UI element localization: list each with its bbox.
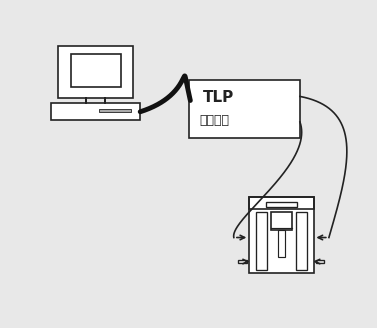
Bar	[51, 103, 140, 120]
Bar	[70, 54, 121, 87]
Bar	[249, 197, 314, 209]
Text: TLP: TLP	[203, 90, 234, 105]
Bar	[239, 259, 247, 263]
Bar	[58, 46, 133, 98]
Text: 测试系统: 测试系统	[200, 114, 230, 127]
Bar	[100, 109, 131, 112]
Bar	[265, 202, 297, 207]
Bar	[188, 80, 300, 138]
Bar	[296, 212, 307, 270]
Bar	[256, 212, 267, 270]
Bar	[316, 259, 324, 263]
Bar	[249, 197, 314, 273]
Bar	[271, 212, 291, 230]
Bar	[278, 230, 285, 257]
